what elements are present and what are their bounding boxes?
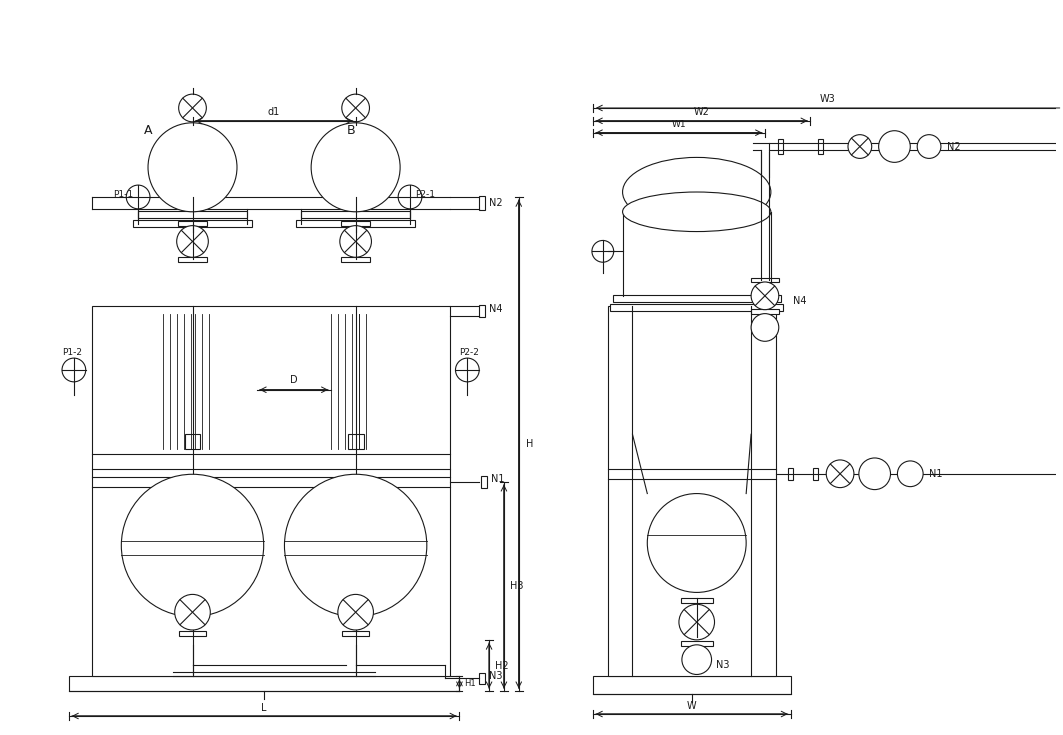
Circle shape	[338, 595, 373, 630]
Circle shape	[121, 474, 264, 617]
Circle shape	[752, 282, 779, 309]
Bar	[138, 211, 247, 218]
Bar	[342, 631, 370, 637]
Circle shape	[126, 185, 150, 209]
Bar	[681, 598, 712, 603]
Circle shape	[148, 123, 237, 212]
Circle shape	[455, 358, 479, 382]
Bar	[813, 468, 817, 480]
Circle shape	[342, 94, 370, 122]
Bar	[297, 220, 415, 227]
Text: N2: N2	[947, 142, 961, 151]
Circle shape	[859, 458, 891, 490]
Text: W3: W3	[820, 94, 836, 104]
Bar	[608, 306, 776, 676]
Bar	[817, 139, 823, 154]
Circle shape	[62, 358, 86, 382]
Circle shape	[848, 135, 872, 159]
Bar	[133, 220, 252, 227]
Text: A: A	[144, 124, 152, 137]
Text: H: H	[526, 439, 533, 449]
Bar	[612, 295, 780, 302]
Text: P1-1: P1-1	[113, 190, 133, 199]
Circle shape	[752, 314, 779, 341]
Bar	[681, 642, 712, 646]
Bar	[341, 257, 371, 262]
Text: B: B	[347, 124, 355, 137]
Text: N4: N4	[793, 295, 806, 306]
Text: N1: N1	[929, 469, 943, 478]
Text: W1: W1	[672, 121, 687, 129]
Bar	[91, 306, 450, 676]
Circle shape	[681, 645, 711, 675]
Bar	[178, 221, 207, 226]
Bar	[178, 257, 207, 262]
Circle shape	[679, 604, 714, 640]
Text: D: D	[290, 375, 298, 385]
Bar	[179, 631, 206, 637]
Bar	[610, 304, 783, 311]
Bar	[482, 476, 487, 487]
Circle shape	[879, 131, 910, 162]
Circle shape	[176, 226, 208, 257]
Bar	[479, 196, 485, 209]
Text: N3: N3	[489, 672, 503, 681]
Circle shape	[285, 474, 427, 617]
Text: N4: N4	[489, 304, 503, 314]
Bar	[479, 673, 485, 684]
Circle shape	[917, 135, 941, 159]
Bar	[179, 588, 206, 593]
Circle shape	[311, 123, 400, 212]
Text: P1-2: P1-2	[62, 348, 82, 356]
Text: W: W	[687, 701, 696, 711]
Bar	[69, 676, 459, 692]
Circle shape	[179, 94, 206, 122]
Text: d1: d1	[268, 107, 281, 117]
Circle shape	[340, 226, 371, 257]
Circle shape	[826, 460, 854, 487]
Bar	[778, 139, 783, 154]
Text: P2-2: P2-2	[459, 348, 479, 356]
Text: H2: H2	[495, 661, 509, 670]
Text: P2-1: P2-1	[415, 190, 435, 199]
Bar	[348, 434, 364, 449]
Bar	[301, 211, 410, 218]
Text: N2: N2	[489, 198, 503, 208]
Bar	[479, 305, 485, 317]
Bar	[752, 278, 779, 282]
Bar	[752, 309, 779, 314]
Circle shape	[399, 185, 422, 209]
Text: L: L	[261, 703, 267, 713]
Bar	[593, 676, 791, 695]
Circle shape	[174, 595, 210, 630]
Circle shape	[897, 461, 923, 487]
Text: H3: H3	[510, 581, 523, 592]
Text: N3: N3	[716, 659, 730, 670]
Bar	[341, 221, 371, 226]
Text: W2: W2	[694, 107, 710, 117]
Bar	[342, 588, 370, 593]
Bar	[185, 434, 201, 449]
Ellipse shape	[623, 157, 771, 226]
Circle shape	[647, 494, 746, 592]
Bar	[788, 468, 793, 480]
Text: H1: H1	[465, 679, 476, 689]
Text: N1: N1	[491, 474, 505, 484]
Circle shape	[592, 240, 613, 262]
Ellipse shape	[623, 192, 771, 232]
